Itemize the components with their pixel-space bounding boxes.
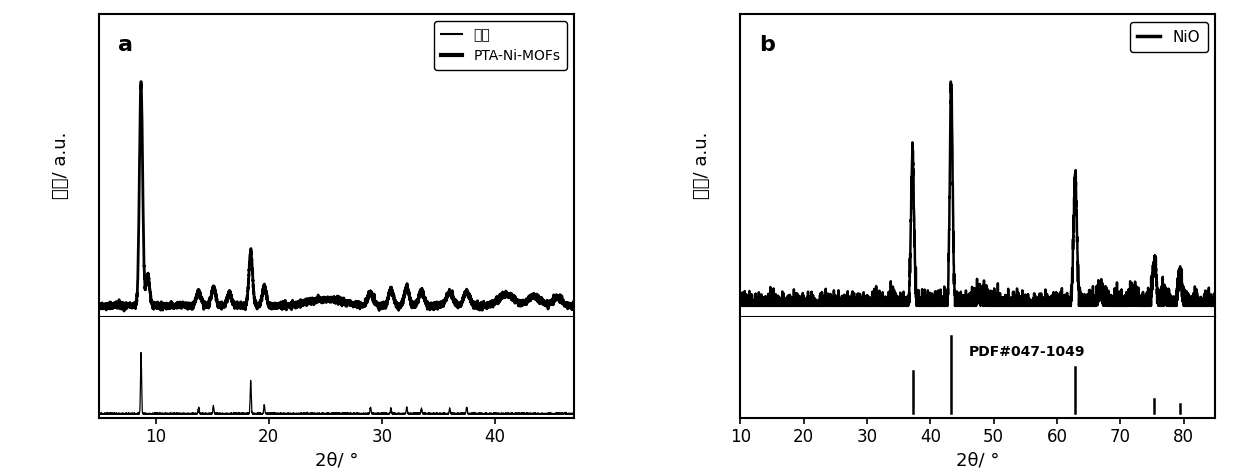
Legend: 模拟, PTA-Ni-MOFs: 模拟, PTA-Ni-MOFs (434, 21, 567, 70)
Text: PDF#047-1049: PDF#047-1049 (968, 345, 1085, 360)
Legend: NiO: NiO (1130, 22, 1208, 52)
Text: a: a (118, 36, 133, 56)
Text: 强度/ a.u.: 强度/ a.u. (693, 132, 712, 200)
X-axis label: 2θ/ °: 2θ/ ° (315, 452, 358, 470)
Text: 强度/ a.u.: 强度/ a.u. (52, 132, 71, 200)
X-axis label: 2θ/ °: 2θ/ ° (956, 452, 999, 470)
Text: b: b (759, 36, 775, 56)
